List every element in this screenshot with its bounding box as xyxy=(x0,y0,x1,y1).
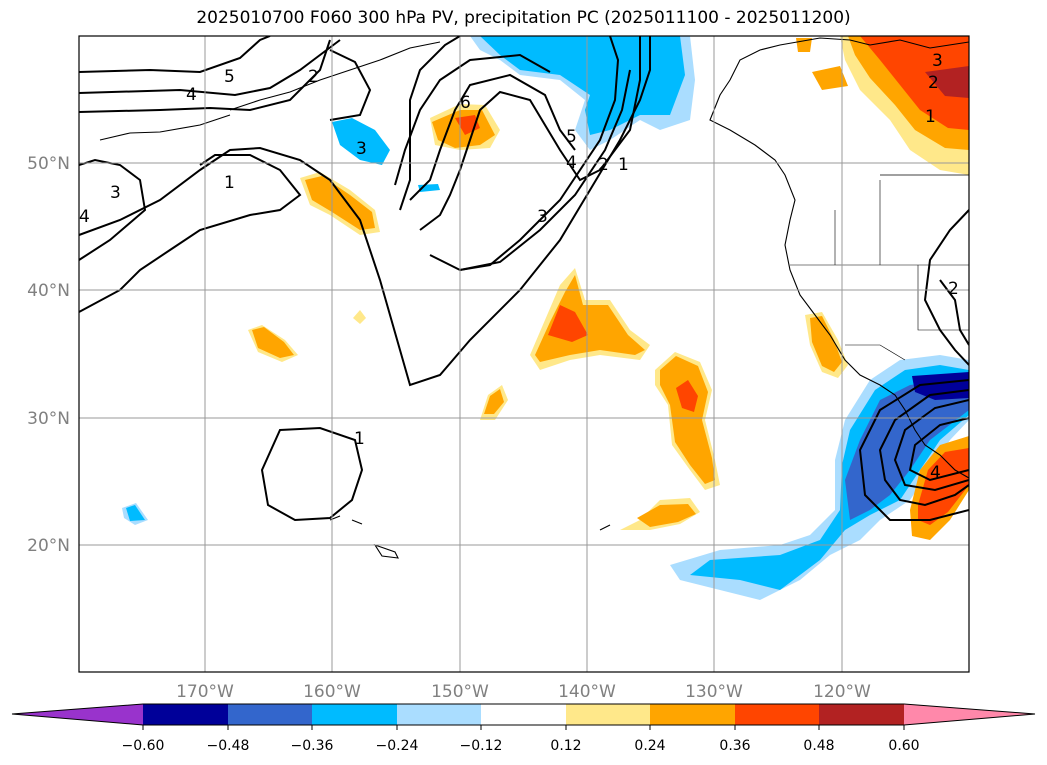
colorbar-tick-label: 0.12 xyxy=(550,738,581,754)
contour-line xyxy=(260,426,364,522)
contour-label: 3 xyxy=(110,183,121,203)
contour-label: 3 xyxy=(537,207,548,227)
colorbar-segment xyxy=(650,704,735,725)
precip-negative-158w xyxy=(332,118,390,165)
colorbar-segment xyxy=(566,704,650,725)
contour-line xyxy=(893,399,969,492)
contour-label: 1 xyxy=(354,429,365,449)
colorbar-segment xyxy=(819,704,904,725)
lon-label: 130°W xyxy=(685,682,743,702)
contour-label: 2 xyxy=(598,155,609,175)
colorbar-extend-high xyxy=(904,704,1035,725)
colorbar-tick-label: 0.48 xyxy=(803,738,834,754)
lon-label: 160°W xyxy=(303,682,361,702)
contour-label: 2 xyxy=(308,67,319,87)
contour-label: 4 xyxy=(79,207,90,227)
lat-label: 50°N xyxy=(27,154,70,174)
lat-label: 30°N xyxy=(27,409,70,429)
colorbar-segment xyxy=(397,704,481,725)
colorbar-tick-label: 0.60 xyxy=(888,738,919,754)
contour-labels: 5 4 2 3 1 4 6 3 5 4 2 1 3 1 2 3 1 2 4 xyxy=(79,51,959,483)
precip-negative-baja-max xyxy=(912,372,969,400)
contour-label: 1 xyxy=(925,107,936,127)
contour-label: 4 xyxy=(930,463,941,483)
contour-line xyxy=(329,49,372,121)
contour-line xyxy=(79,39,331,113)
coastlines xyxy=(99,37,969,559)
precip-shading xyxy=(122,36,969,600)
contour-label: 5 xyxy=(566,127,577,147)
contour-line xyxy=(394,53,551,186)
colorbar-segment xyxy=(143,704,228,725)
colorbar-tick-label: −0.24 xyxy=(376,738,419,754)
contour-line xyxy=(923,209,969,366)
graticule xyxy=(79,36,969,672)
colorbar-segment xyxy=(481,704,566,725)
colorbar-tick-label: −0.36 xyxy=(291,738,334,754)
contour-label: 4 xyxy=(186,85,197,105)
lat-label: 40°N xyxy=(27,281,70,301)
colorbar-tick-label: −0.12 xyxy=(460,738,503,754)
contour-line xyxy=(79,158,147,261)
contour-line xyxy=(908,417,969,482)
lat-label: 20°N xyxy=(27,536,70,556)
contour-label: 1 xyxy=(618,155,629,175)
contour-line xyxy=(409,73,576,201)
colorbar-extend-low xyxy=(12,704,143,725)
contour-line xyxy=(399,36,461,211)
colorbar-tick-label: −0.60 xyxy=(122,738,165,754)
colorbar-tick-label: −0.48 xyxy=(207,738,250,754)
colorbar-segment xyxy=(735,704,819,725)
contour-label: 6 xyxy=(460,93,471,113)
contour-label: 3 xyxy=(356,139,367,159)
contour-line xyxy=(79,154,302,313)
contour-line xyxy=(858,379,969,521)
colorbar-segment xyxy=(228,704,312,725)
map-border xyxy=(78,35,970,673)
contour-label: 2 xyxy=(948,279,959,299)
contour-label: 1 xyxy=(224,173,235,193)
colorbar-segment xyxy=(312,704,397,725)
contour-label: 5 xyxy=(224,67,235,87)
colorbar-tick-label: 0.36 xyxy=(719,738,750,754)
colorbar: −0.60 −0.48 −0.36 −0.24 −0.12 0.12 0.24 … xyxy=(11,703,1036,754)
lon-label: 140°W xyxy=(558,682,616,702)
latitude-labels: 50°N 40°N 30°N 20°N xyxy=(27,154,70,556)
contour-line xyxy=(79,39,341,97)
lon-label: 170°W xyxy=(176,682,234,702)
contour-line xyxy=(419,36,641,231)
contour-label: 2 xyxy=(928,73,939,93)
lon-label: 150°W xyxy=(431,682,489,702)
contour-line xyxy=(878,389,969,507)
lon-label: 120°W xyxy=(813,682,871,702)
longitude-labels: 170°W 160°W 150°W 140°W 130°W 120°W xyxy=(176,682,871,702)
contour-line xyxy=(79,36,271,74)
colorbar-tick-label: 0.24 xyxy=(634,738,665,754)
contour-label: 4 xyxy=(566,153,577,173)
contour-line xyxy=(459,69,631,271)
precip-negative-baja-strong xyxy=(845,380,969,520)
contour-label: 3 xyxy=(932,51,943,71)
chart-title: 2025010700 F060 300 hPa PV, precipitatio… xyxy=(196,8,851,28)
